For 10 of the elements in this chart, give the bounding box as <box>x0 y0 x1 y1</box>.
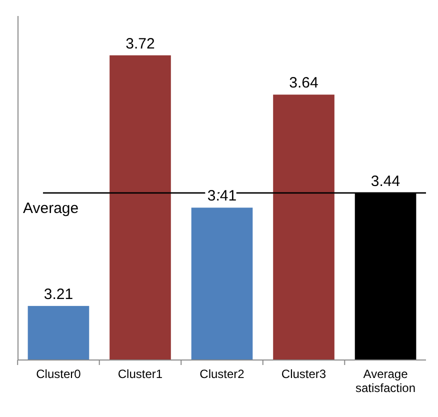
x-tick-label: Cluster1 <box>118 367 163 381</box>
data-label: 3.44 <box>370 172 400 190</box>
x-tick-label: Cluster3 <box>281 367 326 381</box>
ref-line-label: Average <box>23 200 79 217</box>
data-label: 3.72 <box>126 35 155 52</box>
data-label: 3.64 <box>289 74 318 92</box>
x-tick-label: Average satisfaction <box>356 367 416 395</box>
x-tick-label: Cluster0 <box>36 367 82 381</box>
data-label: 3.21 <box>44 286 74 303</box>
x-tick-label: Cluster2 <box>200 367 245 381</box>
